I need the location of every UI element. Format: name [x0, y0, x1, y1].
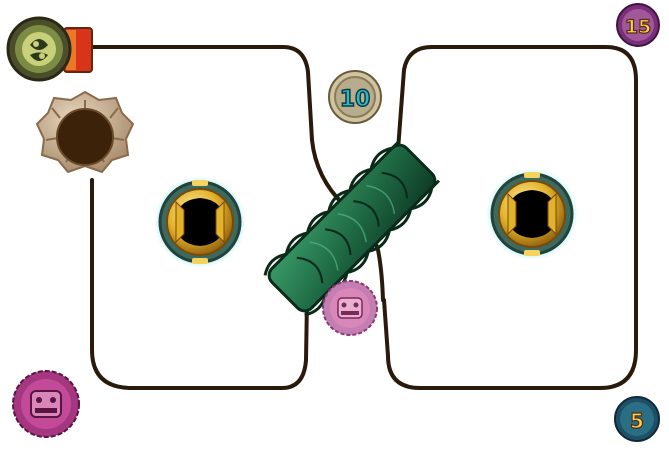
coin-10-label: 10 — [340, 87, 371, 112]
coin-5[interactable]: 5 — [614, 396, 660, 442]
coin-15[interactable]: 15 — [616, 3, 660, 47]
purple-mask-token-large[interactable] — [12, 370, 80, 438]
portal-left — [154, 176, 246, 268]
portal-right — [486, 168, 578, 260]
coin-5-label: 5 — [630, 409, 644, 433]
coin-10[interactable]: 10 — [328, 70, 382, 124]
jade-bridge-icon[interactable] — [261, 137, 442, 318]
launcher[interactable] — [6, 16, 93, 82]
stone-flower-hole-icon — [35, 90, 135, 174]
purple-mask-token-small[interactable] — [322, 280, 378, 336]
coin-15-label: 15 — [625, 16, 651, 38]
